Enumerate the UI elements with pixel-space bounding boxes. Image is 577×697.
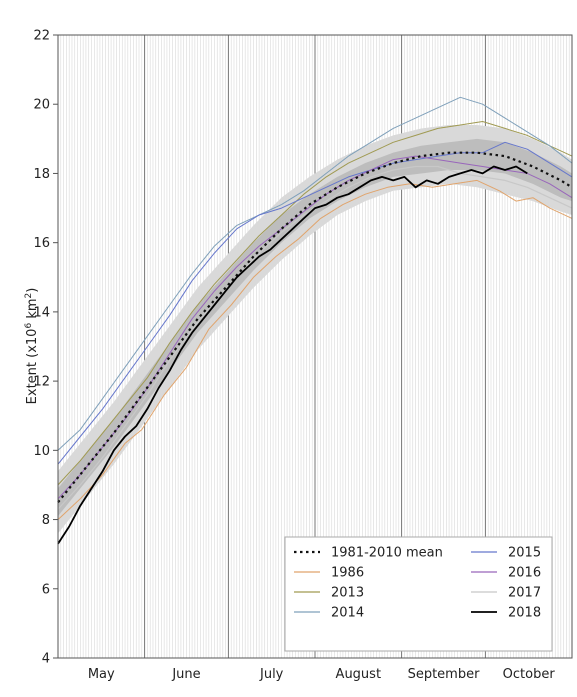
y-tick-label: 22: [33, 29, 50, 44]
y-tick-label: 6: [42, 582, 50, 597]
legend-label: 2017: [508, 586, 541, 601]
y-tick-label: 14: [33, 305, 50, 320]
series-lines: [57, 96, 573, 545]
x-axis-month-labels: May June July August September October: [88, 667, 556, 682]
series-line-2013: [57, 121, 573, 486]
y-tick-label: 10: [33, 444, 50, 459]
series-line-1981-2010-mean: [57, 151, 573, 503]
month-label: August: [336, 667, 382, 682]
month-label: September: [408, 667, 481, 682]
y-tick-label: 12: [33, 375, 50, 390]
series-line-2015: [57, 141, 573, 465]
series-line-1986: [57, 179, 573, 520]
y-tick-label: 20: [33, 98, 50, 113]
y-tick-label: 8: [42, 513, 50, 528]
interquartile-band: [58, 138, 572, 517]
y-axis-label: Extent (x106 km2): [24, 288, 40, 405]
series-line-2018: [57, 165, 528, 545]
month-label: October: [503, 667, 556, 682]
y-tick-label: 4: [42, 652, 50, 667]
y-tick-label: 18: [33, 167, 50, 182]
legend-box: [284, 536, 553, 652]
month-label: June: [171, 667, 200, 682]
legend-label: 2016: [508, 566, 541, 581]
legend-label: 2018: [508, 606, 541, 621]
month-label: May: [88, 667, 115, 682]
climatology-bands: [58, 124, 572, 534]
legend: 1981-2010 mean 2015 1986 2016 2013 2017 2014 20…: [284, 536, 553, 652]
legend-label: 1981-2010 mean: [331, 546, 443, 561]
plot-frame: [57, 34, 573, 659]
legend-label: 2013: [331, 586, 364, 601]
y-tick-label: 16: [33, 236, 50, 251]
legend-label: 2014: [331, 606, 364, 621]
month-label: July: [259, 667, 284, 682]
series-line-2014: [57, 96, 573, 451]
legend-label: 2015: [508, 546, 541, 561]
legend-label: 1986: [331, 566, 364, 581]
y-axis-ticks: 4 6 8 10 12 14 16 18 20 22: [33, 29, 58, 667]
